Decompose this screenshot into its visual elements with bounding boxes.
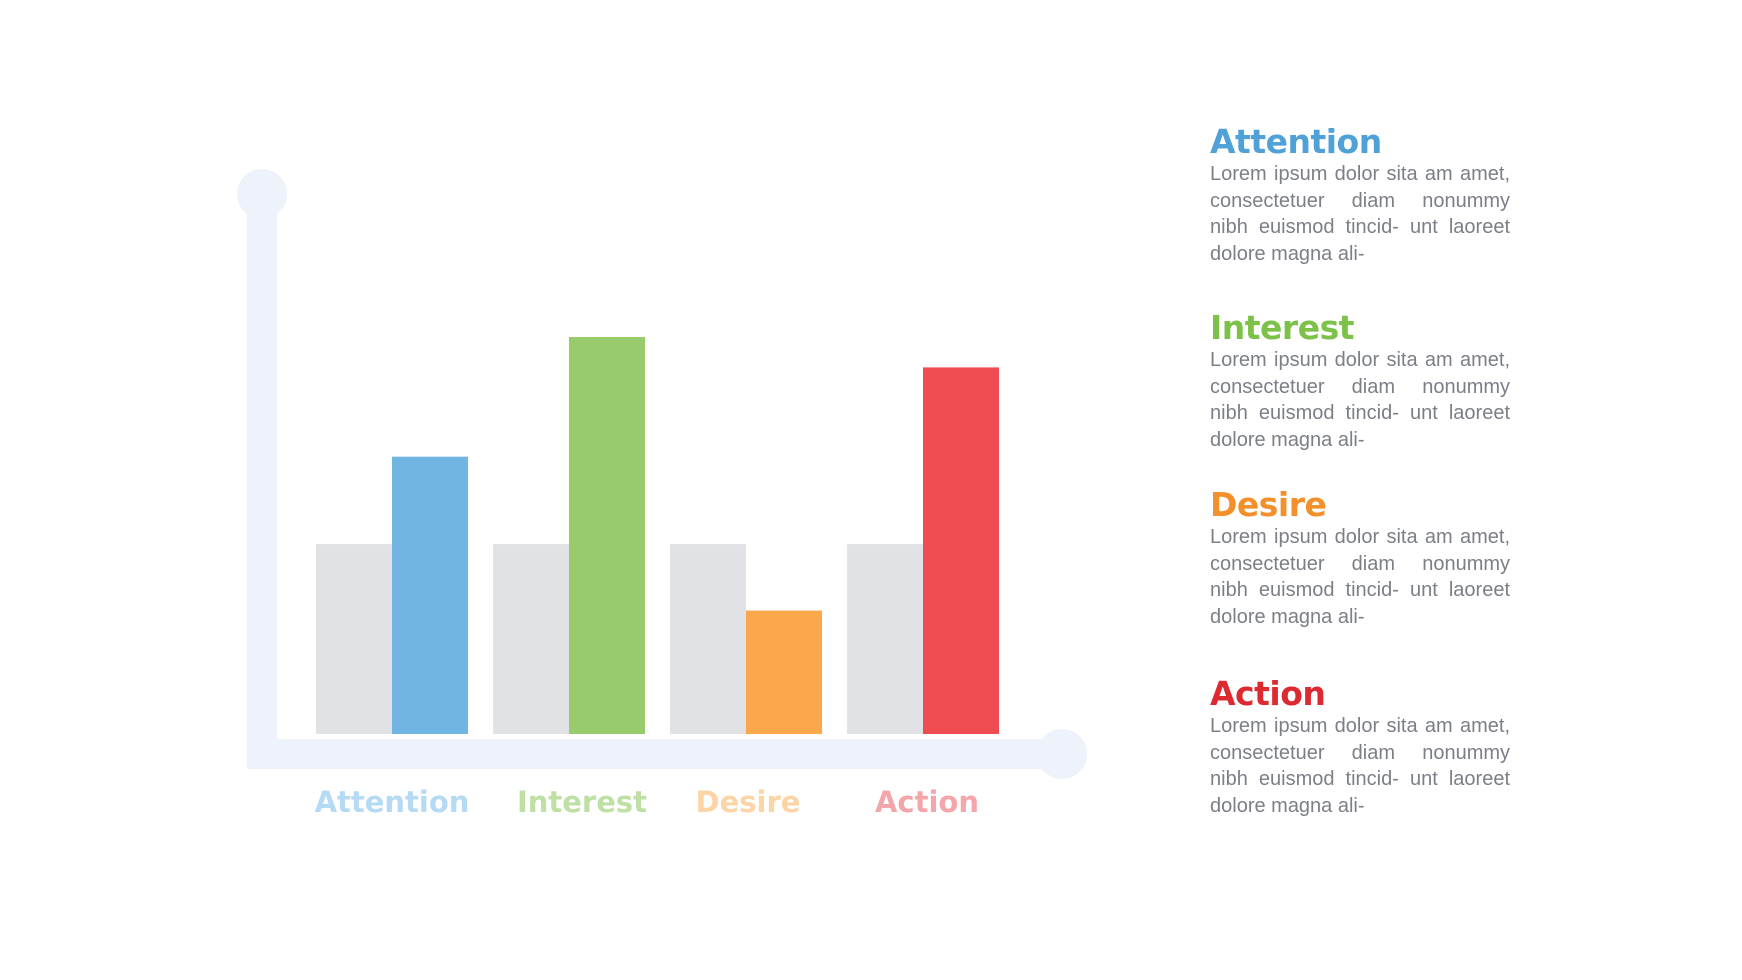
x-tick-label-action: Action bbox=[875, 785, 979, 819]
category-labels: Attention Interest Desire Action bbox=[315, 785, 979, 819]
legend-text-interest: Lorem ipsum dolor sita am amet, consecte… bbox=[1210, 349, 1511, 451]
legend-item-desire: Desire Lorem ipsum dolor sita am amet, c… bbox=[1210, 486, 1510, 630]
x-tick-label-attention: Attention bbox=[315, 785, 470, 819]
bar-baseline-desire bbox=[670, 544, 746, 734]
chart-axes bbox=[237, 169, 1087, 779]
bar-baseline-interest bbox=[493, 544, 569, 734]
x-axis-cap bbox=[1037, 729, 1087, 779]
bar-value-attention bbox=[392, 456, 468, 734]
legend-title-desire: Desire bbox=[1210, 485, 1327, 524]
bar-value-action bbox=[923, 367, 999, 734]
legend-item-attention: Attention Lorem ipsum dolor sita am amet… bbox=[1210, 123, 1510, 267]
legend-text-desire: Lorem ipsum dolor sita am amet, consecte… bbox=[1210, 526, 1511, 628]
bar-baseline-attention bbox=[316, 544, 392, 734]
legend-title-attention: Attention bbox=[1210, 122, 1382, 161]
x-tick-label-desire: Desire bbox=[696, 785, 801, 819]
bar-value-interest bbox=[569, 337, 645, 734]
legend-text-attention: Lorem ipsum dolor sita am amet, consecte… bbox=[1210, 163, 1511, 265]
legend-title-interest: Interest bbox=[1210, 308, 1355, 347]
legend-text-action: Lorem ipsum dolor sita am amet, consecte… bbox=[1210, 715, 1511, 817]
y-axis-cap bbox=[237, 169, 287, 219]
legend-item-interest: Interest Lorem ipsum dolor sita am amet,… bbox=[1210, 309, 1510, 453]
bar-baseline-action bbox=[847, 544, 923, 734]
chart-bars bbox=[316, 337, 999, 734]
x-axis-line bbox=[247, 739, 1062, 769]
x-tick-label-interest: Interest bbox=[517, 785, 647, 819]
legend-title-action: Action bbox=[1210, 674, 1326, 713]
bar-value-desire bbox=[746, 610, 822, 734]
legend-item-action: Action Lorem ipsum dolor sita am amet, c… bbox=[1210, 675, 1510, 819]
y-axis-line bbox=[247, 194, 277, 768]
